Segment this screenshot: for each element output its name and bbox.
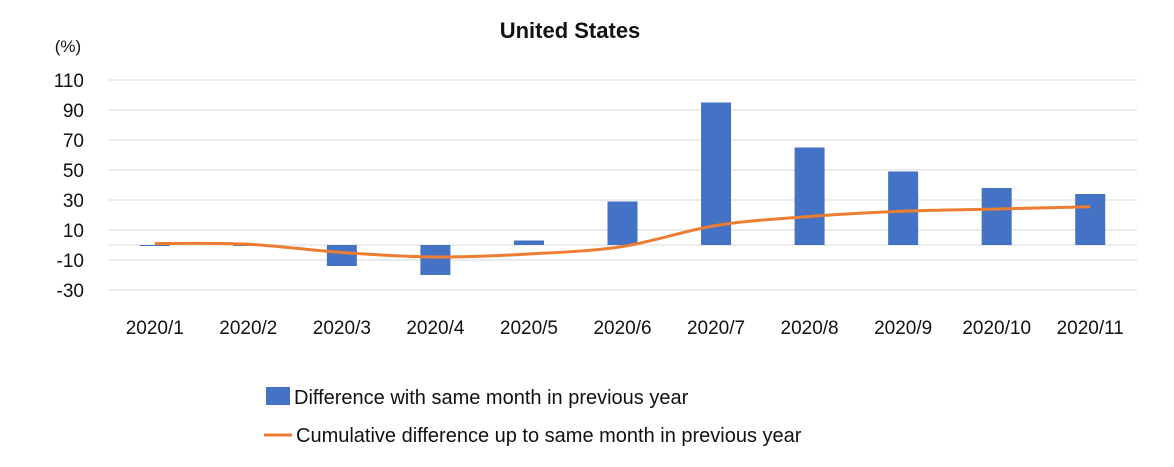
x-tick-label: 2020/1 xyxy=(126,318,184,339)
bar-2020/11 xyxy=(1075,194,1106,245)
y-tick-label: 30 xyxy=(63,191,84,212)
y-tick-label: 10 xyxy=(63,221,84,242)
legend-swatch-bar xyxy=(266,387,290,405)
bar-2020/10 xyxy=(981,188,1012,245)
bar-series xyxy=(139,102,1106,275)
y-tick-label: 70 xyxy=(63,131,84,152)
bar-2020/5 xyxy=(513,240,544,245)
y-tick-label: -30 xyxy=(57,281,84,302)
x-tick-label: 2020/9 xyxy=(874,318,932,339)
bar-2020/7 xyxy=(701,102,732,245)
grid-lines xyxy=(108,79,1137,291)
bar-2020/6 xyxy=(607,201,638,245)
y-tick-label: -10 xyxy=(57,251,84,272)
x-tick-label: 2020/5 xyxy=(500,318,558,339)
bar-2020/4 xyxy=(420,245,451,275)
x-axis-ticks: 2020/1 2020/2 2020/3 2020/4 2020/5 2020/6 2020… xyxy=(126,318,1124,339)
x-tick-label: 2020/3 xyxy=(313,318,371,339)
y-tick-label: 110 xyxy=(54,71,84,92)
x-tick-label: 2020/4 xyxy=(406,318,465,339)
cumulative-line xyxy=(154,205,1091,259)
bar-2020/3 xyxy=(326,245,357,266)
bar-2020/8 xyxy=(794,147,825,245)
x-tick-label: 2020/10 xyxy=(962,318,1031,339)
y-tick-label: 50 xyxy=(63,161,84,182)
legend: Difference with same month in previous y… xyxy=(264,387,802,447)
bar-2020/1 xyxy=(139,245,170,246)
legend-label-line: Cumulative difference up to same month i… xyxy=(296,425,802,447)
x-tick-label: 2020/11 xyxy=(1057,318,1124,339)
x-tick-label: 2020/6 xyxy=(593,318,651,339)
y-tick-label: 90 xyxy=(63,101,84,122)
x-tick-label: 2020/8 xyxy=(781,318,839,339)
x-tick-label: 2020/7 xyxy=(687,318,745,339)
legend-label-bar: Difference with same month in previous y… xyxy=(294,387,689,409)
chart-title: United States xyxy=(500,18,641,43)
y-axis-ticks: 110 90 70 50 30 10 -10 -30 xyxy=(54,71,84,302)
x-tick-label: 2020/2 xyxy=(219,318,277,339)
line-series xyxy=(154,205,1091,259)
y-axis-unit: (%) xyxy=(55,37,81,56)
bar-2020/9 xyxy=(888,171,919,245)
